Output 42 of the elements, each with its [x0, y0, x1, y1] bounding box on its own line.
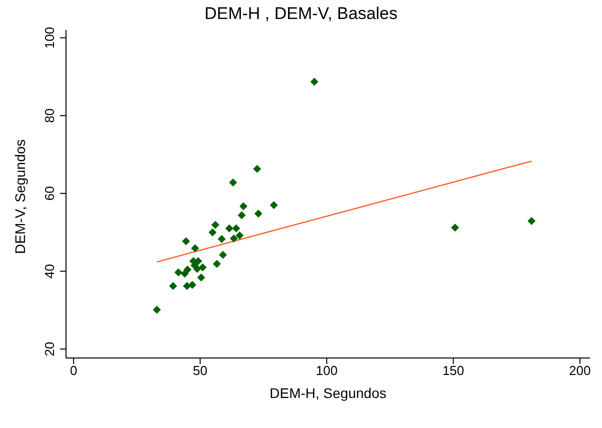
point: [451, 224, 460, 232]
point: [229, 178, 238, 187]
point: [169, 282, 178, 290]
point: [270, 201, 278, 210]
point: [197, 273, 206, 282]
point: [254, 210, 262, 218]
point: [211, 220, 220, 229]
x-tick-label: 150: [442, 363, 464, 378]
x-tick-label: 50: [192, 363, 208, 378]
point: [230, 234, 238, 243]
y-tick-label: 100: [42, 26, 57, 49]
point: [152, 306, 161, 314]
point: [193, 264, 202, 273]
point: [183, 282, 191, 290]
x-tick-label: 0: [70, 363, 78, 378]
point: [218, 250, 227, 259]
point: [184, 266, 192, 274]
chart-title: DEM-H , DEM-V, Basales: [203, 4, 399, 24]
point: [182, 237, 190, 246]
point: [198, 263, 207, 272]
point: [239, 202, 248, 210]
point: [174, 268, 182, 276]
point: [225, 224, 234, 232]
point: [212, 260, 221, 268]
point: [232, 224, 240, 232]
point: [218, 234, 226, 243]
point: [238, 211, 246, 220]
x-tick-label: 200: [569, 363, 591, 378]
point: [236, 231, 244, 240]
y-tick-label: 20: [42, 342, 57, 356]
y-axis-title: DEM-V, Segundos: [12, 139, 28, 254]
y-tick-label: 60: [42, 186, 57, 201]
point: [310, 78, 318, 86]
y-tick-label: 80: [42, 108, 57, 123]
point: [528, 217, 536, 226]
x-axis-title: DEM-H, Segundos: [270, 385, 386, 401]
point: [253, 164, 262, 173]
point: [191, 244, 200, 252]
point: [188, 280, 196, 289]
point: [208, 228, 217, 236]
y-tick-label: 40: [42, 264, 57, 278]
x-tick-label: 100: [316, 363, 338, 378]
